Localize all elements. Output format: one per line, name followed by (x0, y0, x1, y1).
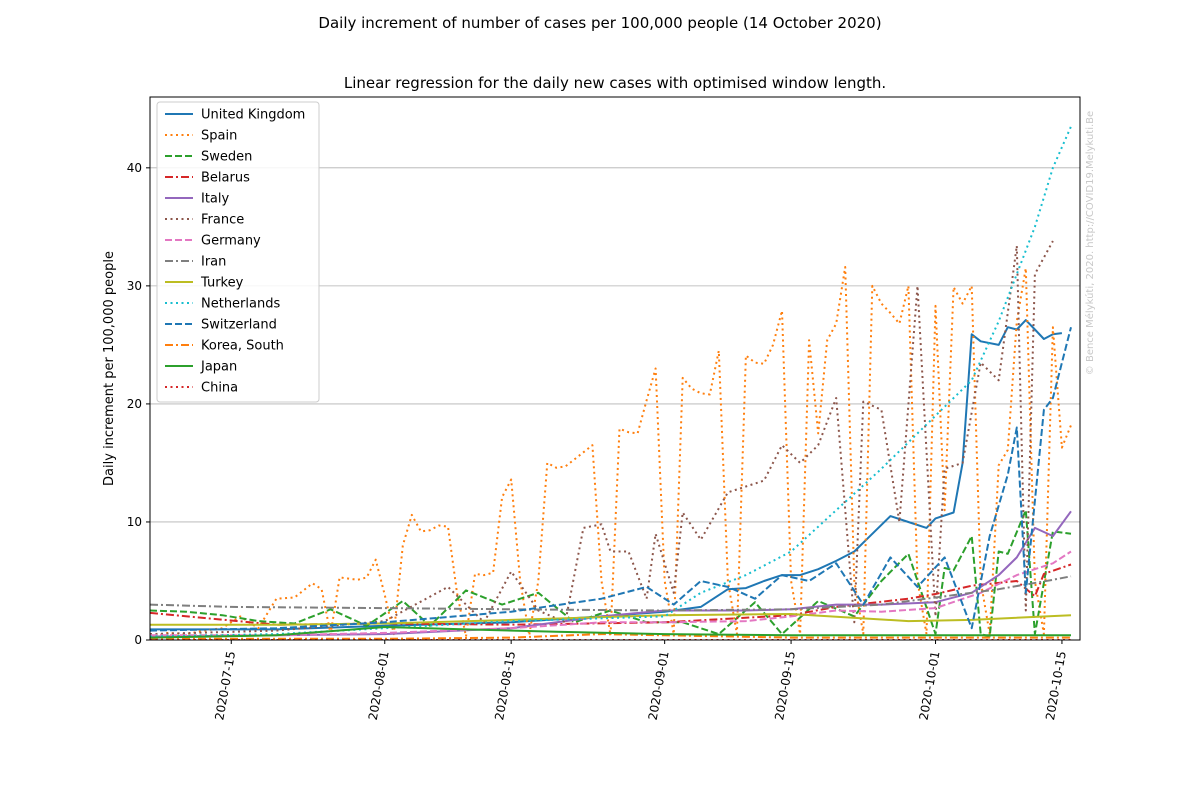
series-line (150, 613, 1072, 626)
legend-box (156, 101, 320, 403)
series-line (150, 626, 1071, 639)
legend-label: United Kingdom (201, 108, 305, 123)
y-tick-label: 30 (127, 279, 142, 293)
legend-label: Belarus (201, 171, 250, 186)
plot-frame (149, 96, 1081, 641)
series-line (150, 550, 1072, 637)
legend-label: Spain (201, 129, 237, 144)
series-line (150, 126, 1072, 638)
series-line (150, 633, 1071, 640)
y-tick-label: 40 (127, 161, 142, 175)
legend-label: Turkey (200, 276, 244, 291)
chart-suptitle: Daily increment of number of cases per 1… (318, 14, 881, 32)
series-line (150, 240, 1054, 636)
legend: United Kingdom Spain Sweden Belarus Italy Fra… (156, 101, 320, 403)
series-line (150, 326, 1072, 632)
legend-label: France (201, 213, 244, 228)
legend-label: Sweden (201, 150, 252, 165)
legend-label: Japan (200, 360, 237, 375)
y-tick-label: 0 (134, 633, 142, 647)
legend-label: Switzerland (201, 318, 277, 333)
legend-label: Korea, South (201, 339, 284, 354)
y-tick-label: 20 (127, 397, 142, 411)
y-axis-label: Daily increment per 100,000 people (102, 251, 117, 486)
watermark: © Bence Mélykúti, 2020. http://COVID19.M… (1084, 111, 1096, 375)
y-tick-label: 10 (127, 515, 142, 529)
legend-label: Germany (201, 234, 261, 249)
series-layer (150, 126, 1072, 640)
legend-label: China (201, 381, 238, 396)
legend-label: Netherlands (201, 297, 280, 312)
legend-label: Italy (201, 192, 230, 207)
series-line (150, 266, 1072, 638)
series-line (150, 575, 1072, 612)
series-line (150, 509, 1072, 638)
chart-title: Linear regression for the daily new case… (344, 74, 886, 92)
legend-label: Iran (201, 255, 226, 270)
